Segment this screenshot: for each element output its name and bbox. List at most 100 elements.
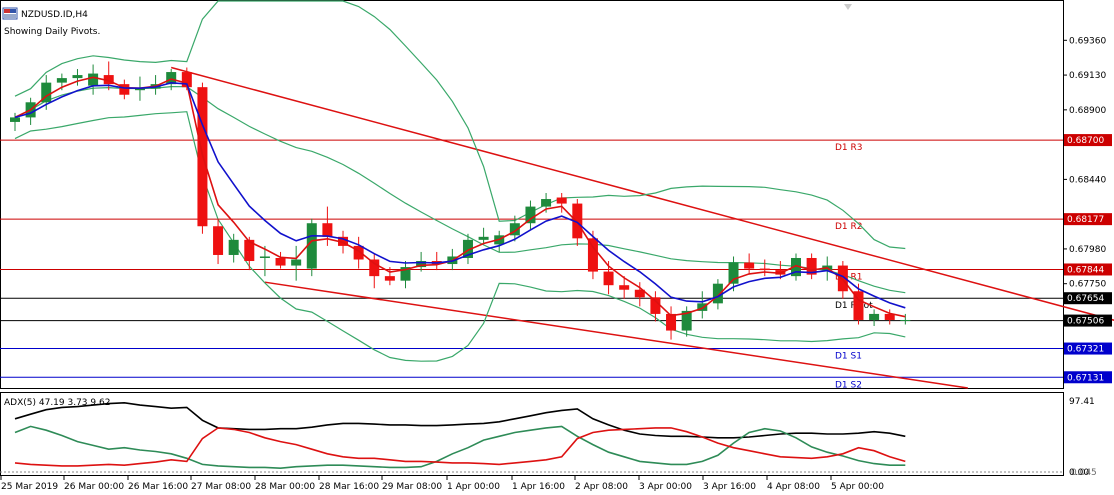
y-tick-label: 0.67980 bbox=[1069, 245, 1106, 255]
trendline bbox=[264, 281, 968, 389]
candle-bear bbox=[572, 203, 583, 239]
indicator-panel-frame bbox=[0, 392, 1064, 476]
x-tick-label: 26 Mar 00:00 bbox=[64, 482, 124, 492]
candle-bear bbox=[556, 197, 567, 204]
candle-bear bbox=[384, 276, 395, 281]
candle-bull bbox=[478, 236, 489, 240]
candle-bull bbox=[10, 117, 20, 122]
adx-line bbox=[14, 401, 906, 439]
candle-bear bbox=[666, 313, 677, 331]
candle-bull bbox=[681, 310, 692, 331]
price-tag-bg bbox=[1064, 371, 1112, 384]
x-tick-label: 4 Apr 08:00 bbox=[767, 482, 820, 492]
chart-subtitle: Showing Daily Pivots. bbox=[4, 27, 100, 37]
pivot-label: D1 S1 bbox=[835, 352, 862, 362]
chart-header: NZDUSD.ID,H4 Showing Daily Pivots. ADX(5… bbox=[2, 7, 110, 408]
price-tag-bg bbox=[1064, 213, 1112, 226]
candle-bull bbox=[134, 88, 145, 91]
candle-bear bbox=[634, 289, 645, 298]
price-tag-label: 0.68700 bbox=[1067, 136, 1104, 146]
candle-bull bbox=[400, 267, 411, 281]
candle-bear bbox=[275, 257, 286, 266]
candle-bear bbox=[338, 236, 349, 246]
candle-bull bbox=[900, 319, 911, 321]
trendline bbox=[171, 66, 1114, 321]
candle-bull bbox=[88, 73, 99, 86]
candle-bear bbox=[353, 245, 364, 260]
candle-bull bbox=[791, 257, 801, 277]
candle-bull bbox=[259, 256, 270, 258]
candle-bull bbox=[697, 303, 708, 311]
x-tick-label: 1 Apr 16:00 bbox=[512, 482, 565, 492]
candle-bull bbox=[869, 313, 880, 320]
candle-bear bbox=[837, 265, 848, 292]
y-tick-label: 0.68900 bbox=[1069, 106, 1106, 116]
chart-symbol: NZDUSD.ID,H4 bbox=[21, 10, 88, 20]
candle-bear bbox=[369, 259, 380, 277]
x-tick-label: 27 Mar 08:00 bbox=[191, 482, 251, 492]
pivot-label: D1 S2 bbox=[835, 380, 862, 390]
indicator-label: ADX(5) 47.19 3.73 9.62 bbox=[4, 398, 110, 408]
candle-bull bbox=[462, 239, 473, 258]
candle-bull bbox=[166, 72, 177, 85]
candle-bear bbox=[322, 223, 333, 237]
price-tag-label: 0.67321 bbox=[1067, 345, 1104, 355]
candle-bear bbox=[213, 226, 224, 255]
band-lower bbox=[14, 111, 906, 362]
candle-bear bbox=[853, 291, 864, 320]
candle-bear bbox=[244, 239, 255, 262]
di-minus-line bbox=[14, 427, 906, 467]
candle-bear bbox=[119, 84, 130, 95]
price-tag-label: 0.67506 bbox=[1067, 317, 1104, 327]
y-tick-label: 0.69130 bbox=[1069, 71, 1106, 81]
candle-bull bbox=[509, 223, 520, 236]
candle-bear bbox=[650, 297, 661, 314]
adx-tick-label: 0.00 bbox=[1069, 468, 1089, 478]
band-upper bbox=[14, 0, 906, 250]
candle-bull bbox=[728, 262, 739, 284]
candle-bear bbox=[806, 257, 817, 275]
x-tick-label: 1 Apr 00:00 bbox=[447, 482, 500, 492]
chart-window-icon bbox=[2, 7, 18, 20]
price-tag-bg bbox=[1064, 134, 1112, 147]
scroll-marker-icon[interactable] bbox=[844, 4, 852, 10]
price-axis: 0.69360 0.69130 0.68900 0.68440 0.67980 0.677… bbox=[1063, 36, 1106, 290]
ma-fast-line bbox=[14, 76, 906, 318]
x-tick-label: 3 Apr 16:00 bbox=[703, 482, 756, 492]
candle-bull bbox=[56, 78, 67, 83]
candle-bear bbox=[744, 262, 755, 269]
x-tick-label: 26 Mar 16:00 bbox=[128, 482, 188, 492]
adx-tick-label: 97.41 bbox=[1069, 397, 1095, 407]
pivot-label: D1 R2 bbox=[835, 222, 863, 232]
x-tick-label: 3 Apr 00:00 bbox=[639, 482, 692, 492]
candle-bull bbox=[41, 82, 52, 103]
candle-bear bbox=[103, 75, 114, 85]
adx-indicator: 97.41 0.000.045 bbox=[0, 397, 1097, 478]
price-tag-label: 0.68177 bbox=[1067, 215, 1104, 225]
candle-bull bbox=[228, 239, 239, 255]
di-plus-line bbox=[14, 425, 906, 470]
price-tag-bg bbox=[1064, 263, 1112, 276]
price-tag-bg bbox=[1064, 314, 1112, 327]
x-tick-label: 2 Apr 08:00 bbox=[575, 482, 628, 492]
candle-bear bbox=[619, 285, 630, 290]
candle-bull bbox=[712, 283, 723, 304]
x-tick-label: 5 Apr 00:00 bbox=[831, 482, 884, 492]
y-tick-label: 0.69360 bbox=[1069, 36, 1106, 46]
candle-bear bbox=[181, 72, 192, 88]
x-tick-label: 28 Mar 00:00 bbox=[255, 482, 315, 492]
x-tick-label: 25 Mar 2019 bbox=[1, 482, 58, 492]
candle-bull bbox=[306, 223, 317, 269]
candle-bull bbox=[416, 261, 427, 268]
price-tag-bg bbox=[1064, 292, 1112, 305]
candle-bear bbox=[587, 238, 598, 272]
candle-bull bbox=[72, 75, 83, 79]
candle-bear bbox=[775, 270, 786, 275]
x-tick-label: 29 Mar 08:00 bbox=[382, 482, 442, 492]
ma-slow-line bbox=[14, 81, 906, 309]
bollinger-bands bbox=[14, 0, 906, 362]
price-tag-bg bbox=[1064, 342, 1112, 355]
candle-bear bbox=[759, 268, 770, 271]
